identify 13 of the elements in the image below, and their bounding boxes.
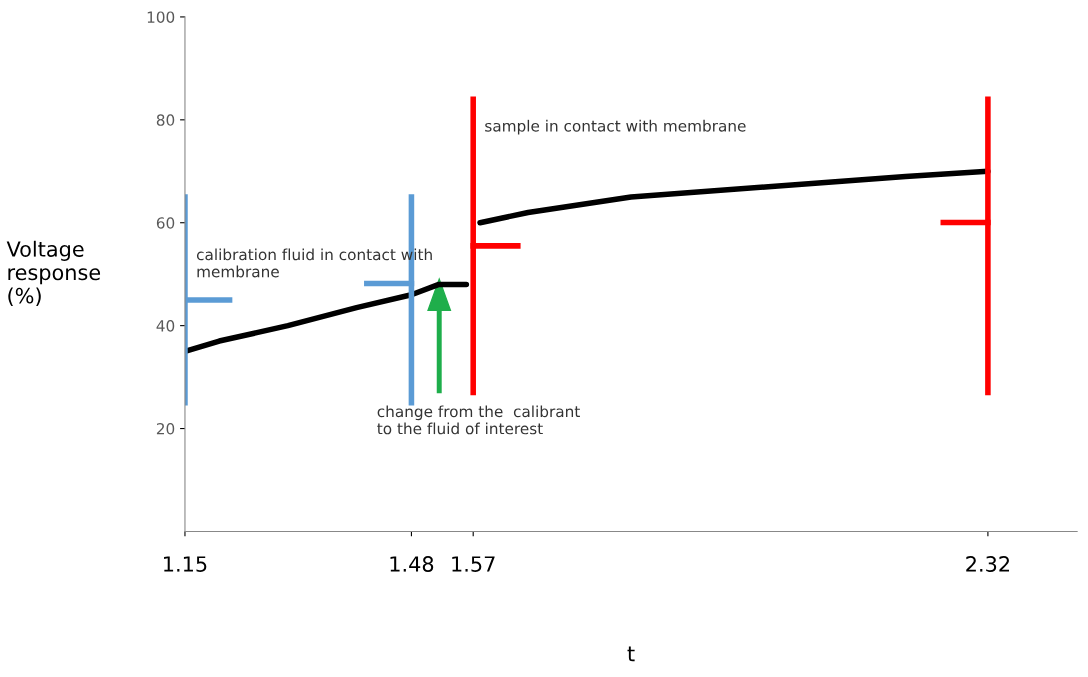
x-tick-label: 1.15	[164, 556, 207, 572]
x-tick-label: 1.48	[390, 556, 434, 572]
x-tick-label: 2.32	[966, 556, 1010, 572]
x-tick-label: 1.57	[452, 556, 495, 572]
y-tick-label: 80	[156, 114, 175, 126]
y-tick-label: 60	[156, 217, 175, 229]
annotation: change from the calibrant to the fluid of interest	[377, 405, 580, 435]
y-tick-label: 40	[156, 320, 175, 332]
ref-line-label: sample in contact with membrane	[485, 119, 746, 135]
x-axis-title: t	[627, 646, 635, 662]
y-axis-title: Voltage response (%)	[6, 240, 101, 307]
y-tick-label: 100	[147, 11, 175, 23]
y-tick-label: 20	[156, 423, 175, 435]
